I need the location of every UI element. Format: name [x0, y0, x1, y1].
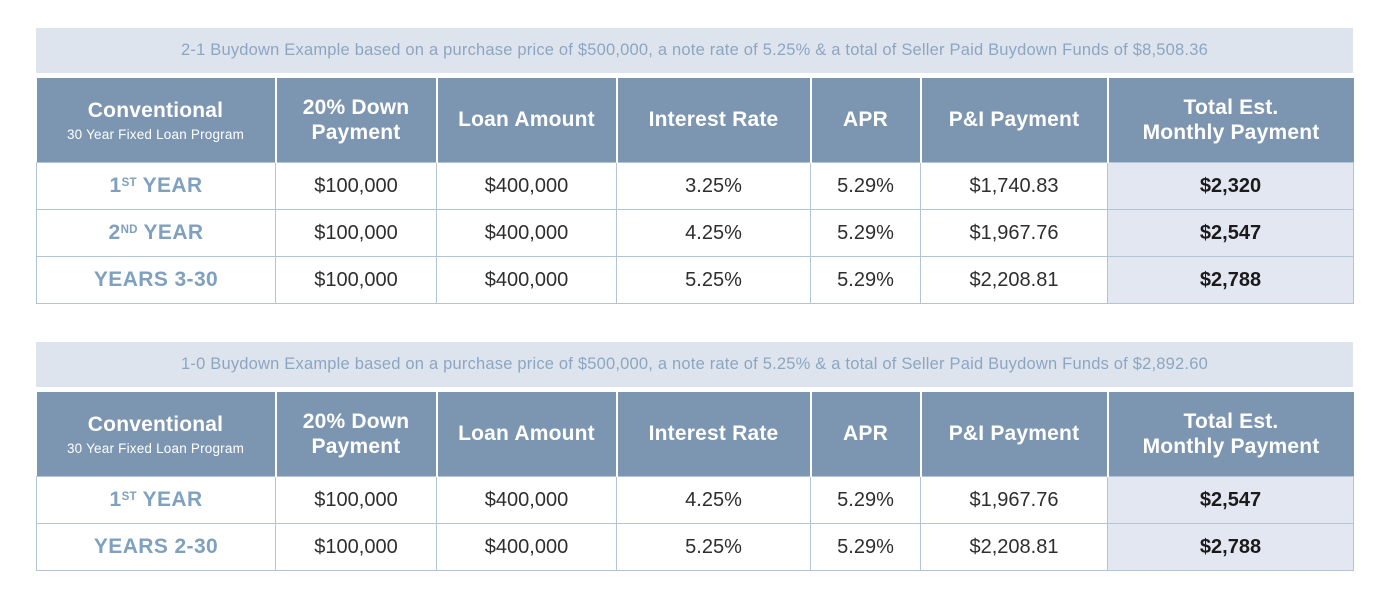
row-label: YEARS 2-30: [36, 523, 276, 571]
row-label: YEARS 3-30: [36, 256, 276, 304]
table-row-year-1: 1ST YEAR $100,000 $400,000 4.25% 5.29% $…: [36, 476, 1354, 524]
cell-apr: 5.29%: [810, 523, 921, 571]
ordinal-superscript: ST: [121, 491, 137, 504]
header-row: Conventional 30 Year Fixed Loan Program …: [36, 392, 1354, 477]
cell-interest-rate: 3.25%: [616, 162, 811, 210]
cell-interest-rate: 5.25%: [616, 256, 811, 304]
cell-interest-rate: 4.25%: [616, 476, 811, 524]
row-label: 1ST YEAR: [36, 162, 276, 210]
table-title-band: 1-0 Buydown Example based on a purchase …: [36, 342, 1353, 387]
buydown-table-2-1: 2-1 Buydown Example based on a purchase …: [36, 28, 1354, 304]
cell-loan-amount: $400,000: [436, 256, 617, 304]
cell-pi-payment: $1,967.76: [920, 209, 1108, 257]
cell-apr: 5.29%: [810, 162, 921, 210]
cell-total-monthly-payment: $2,788: [1107, 523, 1354, 571]
column-header-down-payment: 20% Down Payment: [275, 392, 438, 477]
cell-interest-rate: 5.25%: [616, 523, 811, 571]
ordinal-superscript: ND: [120, 224, 138, 237]
program-subtitle: 30 Year Fixed Loan Program: [66, 126, 245, 142]
ordinal-superscript: ST: [121, 177, 137, 190]
row-label: 1ST YEAR: [36, 476, 276, 524]
column-header-total-monthly: Total Est. Monthly Payment: [1107, 392, 1354, 477]
program-subtitle: 30 Year Fixed Loan Program: [66, 440, 245, 456]
program-name: Conventional: [87, 99, 224, 123]
cell-loan-amount: $400,000: [436, 523, 617, 571]
cell-total-monthly-payment: $2,547: [1107, 476, 1354, 524]
column-header-loan-amount: Loan Amount: [436, 78, 618, 163]
program-name: Conventional: [87, 413, 224, 437]
cell-total-monthly-payment: $2,320: [1107, 162, 1354, 210]
column-header-program: Conventional 30 Year Fixed Loan Program: [36, 78, 277, 163]
column-header-interest-rate: Interest Rate: [616, 78, 812, 163]
column-header-program: Conventional 30 Year Fixed Loan Program: [36, 392, 277, 477]
column-header-pi-payment: P&I Payment: [920, 78, 1109, 163]
cell-loan-amount: $400,000: [436, 476, 617, 524]
row-label: 2ND YEAR: [36, 209, 276, 257]
cell-apr: 5.29%: [810, 256, 921, 304]
table-row-year-1: 1ST YEAR $100,000 $400,000 3.25% 5.29% $…: [36, 162, 1354, 210]
column-header-pi-payment: P&I Payment: [920, 392, 1109, 477]
buydown-table-1-0: 1-0 Buydown Example based on a purchase …: [36, 342, 1354, 571]
table-row-years-3-30: YEARS 3-30 $100,000 $400,000 5.25% 5.29%…: [36, 256, 1354, 304]
cell-loan-amount: $400,000: [436, 162, 617, 210]
cell-down-payment: $100,000: [275, 476, 437, 524]
cell-total-monthly-payment: $2,788: [1107, 256, 1354, 304]
table-title-band: 2-1 Buydown Example based on a purchase …: [36, 28, 1353, 73]
cell-down-payment: $100,000: [275, 256, 437, 304]
cell-down-payment: $100,000: [275, 162, 437, 210]
cell-pi-payment: $2,208.81: [920, 256, 1108, 304]
table-title: 2-1 Buydown Example based on a purchase …: [181, 41, 1208, 59]
cell-loan-amount: $400,000: [436, 209, 617, 257]
table-row-years-2-30: YEARS 2-30 $100,000 $400,000 5.25% 5.29%…: [36, 523, 1354, 571]
header-row: Conventional 30 Year Fixed Loan Program …: [36, 78, 1354, 163]
rate-table-1-0: Conventional 30 Year Fixed Loan Program …: [36, 392, 1354, 571]
table-title: 1-0 Buydown Example based on a purchase …: [181, 355, 1208, 373]
cell-apr: 5.29%: [810, 476, 921, 524]
cell-total-monthly-payment: $2,547: [1107, 209, 1354, 257]
column-header-apr: APR: [810, 78, 922, 163]
cell-apr: 5.29%: [810, 209, 921, 257]
cell-pi-payment: $1,740.83: [920, 162, 1108, 210]
cell-down-payment: $100,000: [275, 523, 437, 571]
cell-pi-payment: $1,967.76: [920, 476, 1108, 524]
column-header-down-payment: 20% Down Payment: [275, 78, 438, 163]
cell-down-payment: $100,000: [275, 209, 437, 257]
cell-interest-rate: 4.25%: [616, 209, 811, 257]
rate-table-2-1: Conventional 30 Year Fixed Loan Program …: [36, 78, 1354, 304]
column-header-total-monthly: Total Est. Monthly Payment: [1107, 78, 1354, 163]
column-header-loan-amount: Loan Amount: [436, 392, 618, 477]
cell-pi-payment: $2,208.81: [920, 523, 1108, 571]
table-row-year-2: 2ND YEAR $100,000 $400,000 4.25% 5.29% $…: [36, 209, 1354, 257]
column-header-apr: APR: [810, 392, 922, 477]
column-header-interest-rate: Interest Rate: [616, 392, 812, 477]
